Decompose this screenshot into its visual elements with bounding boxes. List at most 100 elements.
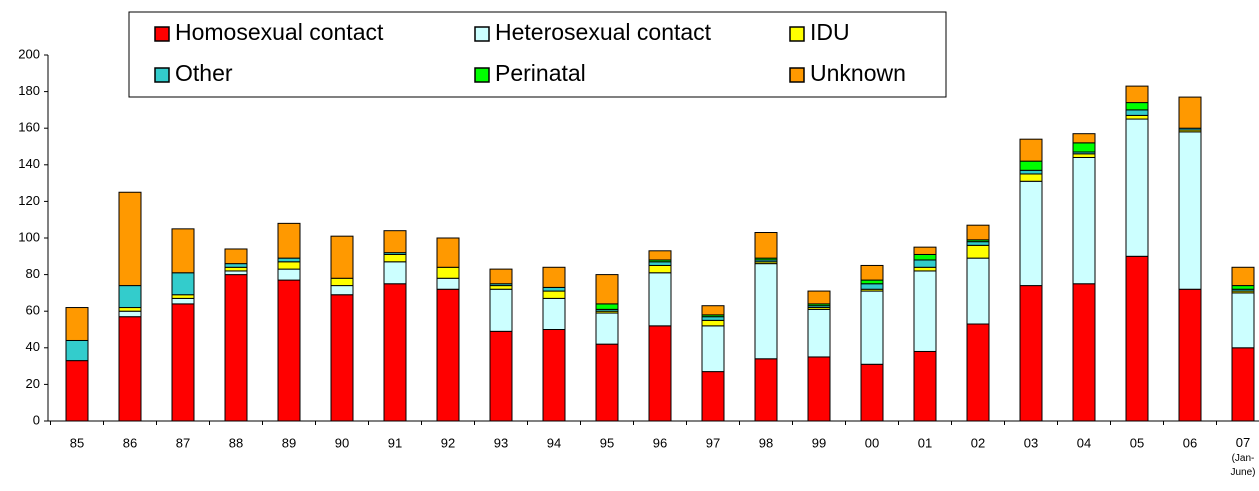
x-tick-label: 93 [494,435,508,450]
x-tick-label: 88 [229,435,243,450]
bar-segment [860,279,884,285]
legend-swatch [154,26,170,42]
y-tick-label: 40 [26,339,40,354]
bar-segment [542,286,566,292]
x-tick-label-line: (Jan- [1232,453,1255,464]
bar-segment [277,279,301,422]
bar-segment [1178,131,1202,290]
x-tick-label: 03 [1024,435,1038,450]
bar-segment [648,250,672,261]
bar-segment [171,272,195,296]
bar-segment [1178,96,1202,129]
bar-segment [1125,118,1149,257]
legend-label: Other [175,60,233,86]
bar-segment [807,290,831,305]
y-tick-label: 20 [26,376,40,391]
bar-segment [1125,102,1149,111]
bar-segment [383,253,407,263]
bar-segment [860,363,884,422]
x-tick-label: 96 [653,435,667,450]
bar-segment [648,261,672,266]
bar-segment [489,268,513,285]
bar-segment [701,305,725,316]
y-tick-label: 100 [18,229,40,244]
bar-segment [1125,109,1149,116]
x-tick-label: 95 [600,435,614,450]
bar-segment [1019,138,1043,162]
bar-segment [913,246,937,255]
bar-segment [1072,283,1096,422]
bar-segment [754,358,778,422]
y-tick-label: 160 [18,120,40,135]
x-tick-label: 86 [123,435,137,450]
bar-segment [701,325,725,373]
bar-segment [1072,142,1096,153]
x-tick-label: 89 [282,435,296,450]
bar-segment [224,266,248,272]
bar-segment [701,371,725,422]
bar-segment [595,303,619,310]
bar-segment [1072,156,1096,285]
bar-segment [118,307,142,312]
bar-segment [648,264,672,274]
bar-segment [1019,169,1043,175]
bar-segment [224,274,248,422]
legend-swatch [789,26,805,42]
bar-segment [542,297,566,331]
bar-segment [966,241,990,246]
y-tick-label: 180 [18,83,40,98]
bar-segment [701,316,725,321]
y-tick-label: 120 [18,193,40,208]
bar-segment [436,266,460,279]
bar-segment [1125,85,1149,104]
bar-segment [489,288,513,332]
x-tick-label: 01 [918,435,932,450]
bar-segment [489,285,513,290]
y-tick-label: 80 [26,266,40,281]
bar-segment [277,222,301,259]
bar-segment [1072,153,1096,158]
legend-label: Heterosexual contact [495,19,712,45]
bar-segment [542,290,566,299]
x-tick-label: 97 [706,435,720,450]
bar-segment [966,323,990,422]
bar-segment [118,285,142,309]
bar-segment [754,263,778,360]
bar-segment [542,266,566,288]
bar-segment [118,191,142,287]
bar-segment [913,266,937,272]
legend-label: IDU [810,19,850,45]
bar-segment [1178,288,1202,422]
legend-label: Perinatal [495,60,586,86]
bar-segment [1019,173,1043,182]
bar-segment [860,283,884,290]
legend-swatch [474,67,490,83]
x-tick-label-line: June) [1230,467,1255,478]
bar-segment [65,360,89,422]
bar-segment [1019,180,1043,287]
bar-segment [595,274,619,305]
legend-label: Unknown [810,60,906,86]
x-tick-label: 85 [70,435,84,450]
bar-segment [224,248,248,265]
bar-segment [224,270,248,276]
bar-segment [966,224,990,241]
bar-segment [913,259,937,268]
bar-segment [436,288,460,422]
bar-segment [913,253,937,261]
bar-segment [1231,347,1255,422]
bar-segment [1125,255,1149,422]
bar-segment [860,290,884,365]
bar-segment [1072,133,1096,144]
bar-segment [648,325,672,422]
y-tick-label: 60 [26,303,40,318]
legend-label: Homosexual contact [175,19,384,45]
y-tick-label: 0 [33,412,40,427]
x-tick-label: 00 [865,435,879,450]
bar-segment [860,264,884,281]
bar-segment [807,356,831,422]
bar-segment [171,297,195,305]
bar-segment [383,261,407,285]
bar-segment [330,235,354,279]
